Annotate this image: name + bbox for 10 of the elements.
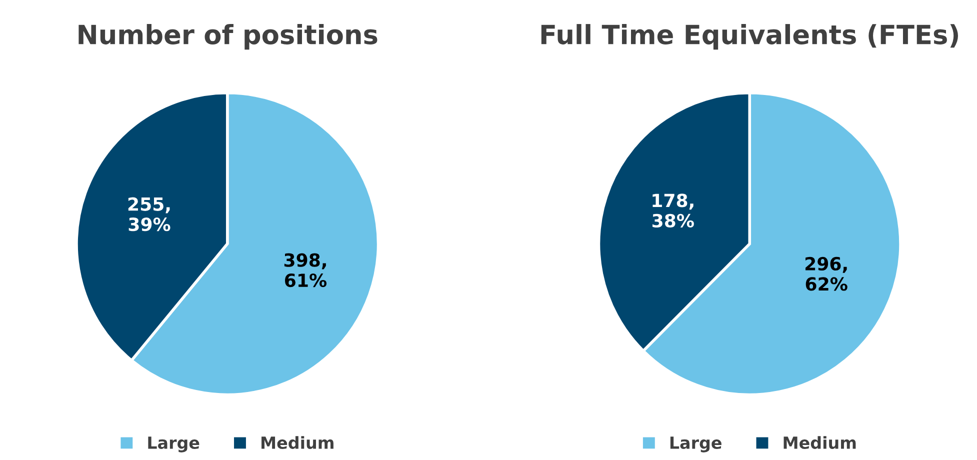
- legend-label: Large: [148, 436, 200, 452]
- data-label: 178, 38%: [652, 194, 694, 228]
- legend-label: Medium: [784, 436, 856, 449]
- data-label: 296, 62%: [806, 256, 848, 291]
- data-label: 398, 61%: [284, 253, 327, 288]
- legend-label: Large: [670, 436, 722, 452]
- data-label: 255, 39%: [128, 197, 170, 232]
- chart-title: Number of positions: [78, 24, 378, 50]
- chart-title: Full Time Equivalents (FTEs): [541, 24, 958, 50]
- legend-label: Medium: [262, 436, 334, 449]
